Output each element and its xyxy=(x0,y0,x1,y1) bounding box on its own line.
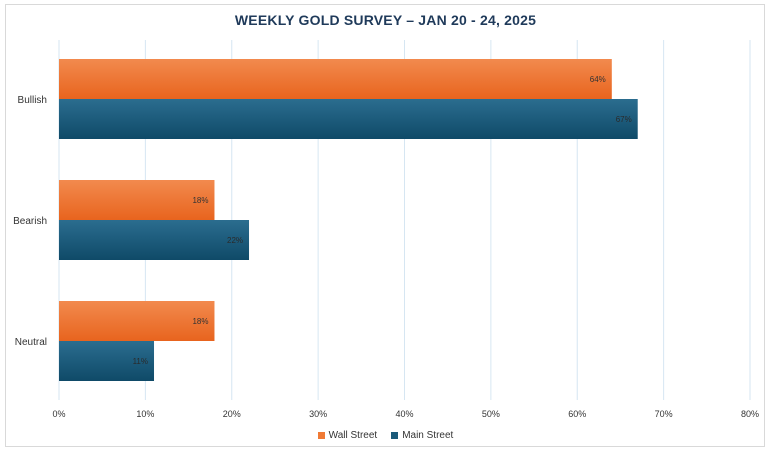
data-label: 18% xyxy=(192,196,208,205)
data-label: 11% xyxy=(133,357,148,366)
x-tick-label: 80% xyxy=(741,409,759,419)
legend-item-wall-street: Wall Street xyxy=(317,430,378,441)
x-tick-label: 50% xyxy=(482,409,500,419)
category-label: Neutral xyxy=(15,337,47,348)
x-tick-label: 40% xyxy=(395,409,413,419)
x-tick-label: 0% xyxy=(52,409,65,419)
legend-swatch-wall-street xyxy=(317,432,325,439)
bar-main-street xyxy=(59,99,638,139)
data-label: 67% xyxy=(616,115,632,124)
category-label: Bearish xyxy=(13,216,47,227)
x-tick-label: 60% xyxy=(568,409,586,419)
legend: Wall Street Main Street xyxy=(0,430,771,441)
bar-wall-street xyxy=(59,59,612,99)
bar-main-street xyxy=(59,341,155,381)
data-label: 22% xyxy=(227,236,243,245)
data-label: 64% xyxy=(590,75,606,84)
bar-main-street xyxy=(59,220,250,260)
x-tick-label: 30% xyxy=(309,409,327,419)
data-label: 18% xyxy=(192,317,208,326)
category-label: Bullish xyxy=(18,95,47,106)
bar-wall-street xyxy=(59,301,215,341)
bar-wall-street xyxy=(59,180,215,220)
x-tick-label: 20% xyxy=(223,409,241,419)
legend-label-main-street: Main Street xyxy=(402,430,454,441)
x-tick-label: 70% xyxy=(655,409,673,419)
legend-item-main-street: Main Street xyxy=(391,430,453,441)
legend-label-wall-street: Wall Street xyxy=(328,430,378,441)
chart-title: WEEKLY GOLD SURVEY – JAN 20 - 24, 2025 xyxy=(234,12,537,28)
x-tick-label: 10% xyxy=(136,409,154,419)
legend-swatch-main-street xyxy=(391,432,399,439)
